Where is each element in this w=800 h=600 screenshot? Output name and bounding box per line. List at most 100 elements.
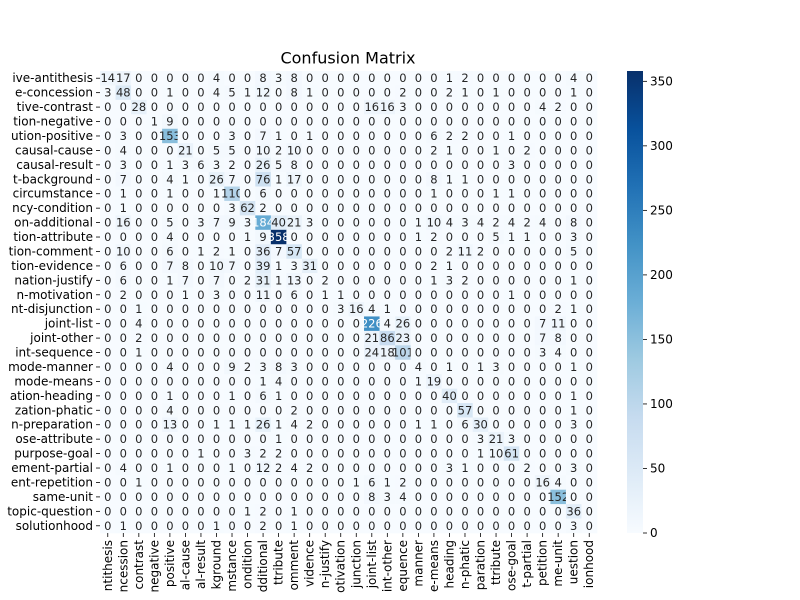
heatmap-cell xyxy=(472,99,489,115)
heatmap-cell xyxy=(503,99,520,115)
cell-value: 0 xyxy=(586,172,593,186)
cell-value: 0 xyxy=(555,259,562,273)
cell-value: 0 xyxy=(570,115,577,129)
cell-value: 2 xyxy=(306,461,313,475)
heatmap-cell xyxy=(270,128,287,144)
heatmap-cell xyxy=(301,258,318,274)
heatmap-cell xyxy=(364,229,380,245)
cell-value: 8 xyxy=(570,216,577,230)
cell-value: 0 xyxy=(368,259,375,273)
heatmap-cell xyxy=(534,71,551,86)
cell-value: 0 xyxy=(586,519,593,533)
cell-value: 1 xyxy=(244,230,251,244)
heatmap-cell xyxy=(239,374,256,389)
cell-value: 0 xyxy=(104,360,111,374)
cell-value: 1 xyxy=(415,230,422,244)
cell-value: 0 xyxy=(570,259,577,273)
heatmap-cell xyxy=(332,99,349,115)
cell-value: 0 xyxy=(461,115,468,129)
y-tick-label: topic-question xyxy=(7,504,93,518)
cell-value: 0 xyxy=(399,403,406,417)
cell-value: 0 xyxy=(555,461,562,475)
cell-value: 0 xyxy=(151,317,158,331)
cell-value: 0 xyxy=(384,432,391,446)
cell-value: 0 xyxy=(508,461,515,475)
cell-value: 0 xyxy=(555,418,562,432)
heatmap-cell xyxy=(255,172,272,187)
cell-value: 0 xyxy=(337,504,344,518)
heatmap-cell xyxy=(301,157,318,173)
cell-value: 3 xyxy=(120,129,127,143)
cell-value: 0 xyxy=(290,115,297,129)
cell-value: 0 xyxy=(586,302,593,316)
cell-value: 8 xyxy=(290,158,297,172)
cell-value: 0 xyxy=(368,519,375,533)
heatmap-cell xyxy=(441,99,458,115)
cell-value: 0 xyxy=(508,143,515,157)
cell-value: 0 xyxy=(353,273,360,287)
cell-value: 0 xyxy=(570,346,577,360)
heatmap-cell xyxy=(224,374,241,389)
cell-value: 1 xyxy=(228,244,235,258)
cell-value: 0 xyxy=(228,317,235,331)
cell-value: 0 xyxy=(166,143,173,157)
heatmap-cell xyxy=(301,200,318,216)
heatmap-cell xyxy=(255,85,272,101)
cell-value: 1 xyxy=(166,389,173,403)
cell-value: 3 xyxy=(213,158,220,172)
cell-value: 3 xyxy=(461,216,468,230)
cell-value: 0 xyxy=(290,230,297,244)
heatmap-cell xyxy=(565,114,582,130)
cell-value: 0 xyxy=(337,519,344,533)
cell-value: 0 xyxy=(492,490,499,504)
cell-value: 0 xyxy=(539,403,546,417)
cell-value: 0 xyxy=(182,504,189,518)
heatmap-cell xyxy=(100,85,116,101)
cell-value: 1 xyxy=(213,418,220,432)
cell-value: 1 xyxy=(430,187,437,201)
cell-value: 0 xyxy=(430,461,437,475)
cell-value: 0 xyxy=(555,273,562,287)
heatmap-cell xyxy=(519,157,536,173)
cell-value: 0 xyxy=(399,129,406,143)
cell-value: 0 xyxy=(415,302,422,316)
cell-value: 0 xyxy=(477,201,484,215)
heatmap-cell xyxy=(534,114,551,130)
heatmap-cell xyxy=(270,258,287,274)
heatmap-cell xyxy=(317,316,334,332)
cell-value: 0 xyxy=(477,490,484,504)
cell-value: 0 xyxy=(523,201,530,215)
cell-value: 0 xyxy=(508,244,515,258)
cell-value: 3 xyxy=(570,230,577,244)
cell-value: 0 xyxy=(430,490,437,504)
cell-value: 9 xyxy=(228,216,235,230)
cell-value: 2 xyxy=(430,143,437,157)
cell-value: 0 xyxy=(104,346,111,360)
cell-value: 0 xyxy=(446,447,453,461)
cell-value: 0 xyxy=(322,302,329,316)
heatmap-cell xyxy=(208,172,225,187)
cell-value: 0 xyxy=(244,143,251,157)
heatmap-cell xyxy=(565,229,582,245)
heatmap-cell xyxy=(317,114,334,130)
cell-value: 0 xyxy=(384,201,391,215)
cell-value: 0 xyxy=(539,418,546,432)
cell-value: 0 xyxy=(322,504,329,518)
heatmap-cell xyxy=(115,273,132,288)
cell-value: 7 xyxy=(120,172,127,186)
cell-value: 10 xyxy=(427,216,442,230)
cell-value: 0 xyxy=(399,71,406,85)
heatmap-cell xyxy=(565,71,582,86)
cell-value: 0 xyxy=(322,346,329,360)
heatmap-cell xyxy=(177,114,194,130)
heatmap-cell xyxy=(503,215,520,231)
heatmap-cell xyxy=(565,330,582,346)
cell-value: 0 xyxy=(461,259,468,273)
heatmap-cell xyxy=(348,316,365,332)
cell-value: 0 xyxy=(197,172,204,186)
cell-value: 0 xyxy=(508,374,515,388)
cell-value: 0 xyxy=(555,288,562,302)
cell-value: 0 xyxy=(523,504,530,518)
cell-value: 0 xyxy=(586,71,593,85)
heatmap-cell xyxy=(255,287,272,303)
